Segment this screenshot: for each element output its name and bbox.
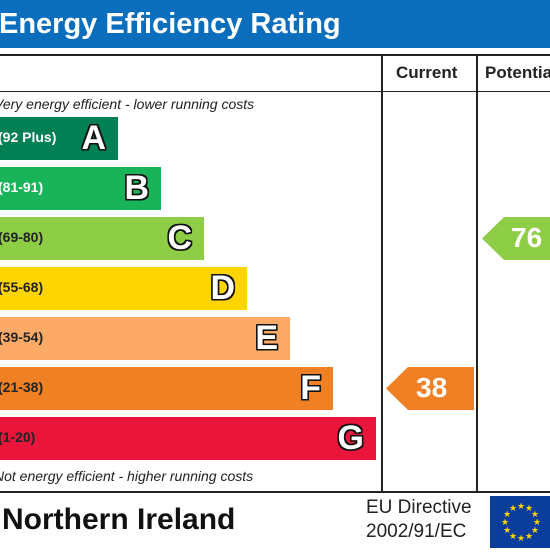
current-rating-arrow: 38 bbox=[386, 367, 474, 410]
band-range-label: (21-38) bbox=[0, 379, 44, 395]
eu-star-icon: ★ bbox=[531, 526, 539, 536]
header-row-divider bbox=[0, 91, 550, 92]
band-f: (21-38) F bbox=[0, 367, 333, 410]
directive-line-1: EU Directive bbox=[366, 497, 472, 518]
eu-star-icon: ★ bbox=[525, 532, 533, 542]
note-efficient: Very energy efficient - lower running co… bbox=[0, 96, 255, 112]
band-d: (55-68) D bbox=[0, 267, 247, 310]
note-inefficient: Not energy efficient - higher running co… bbox=[0, 468, 254, 484]
current-rating-value: 38 bbox=[416, 372, 448, 403]
rating-frame bbox=[0, 54, 550, 493]
band-letter: D bbox=[210, 269, 235, 307]
chart-title: Energy Efficiency Rating bbox=[0, 8, 341, 40]
band-c: (69-80) C bbox=[0, 217, 204, 260]
eu-star-icon: ★ bbox=[525, 504, 533, 514]
band-range-label: (92 Plus) bbox=[0, 129, 57, 145]
band-a: (92 Plus) A bbox=[0, 117, 118, 160]
current-arrow-shape bbox=[386, 367, 474, 410]
band-range-label: (39-54) bbox=[0, 329, 44, 345]
eu-star-icon: ★ bbox=[509, 532, 517, 542]
eu-star-icon: ★ bbox=[517, 534, 525, 544]
eu-star-icon: ★ bbox=[503, 526, 511, 536]
region-label: Northern Ireland bbox=[2, 503, 236, 536]
column-header-current: Current bbox=[396, 63, 458, 82]
eu-star-icon: ★ bbox=[501, 518, 509, 528]
column-divider-current bbox=[381, 54, 383, 493]
band-letter: E bbox=[255, 319, 278, 357]
band-range-label: (55-68) bbox=[0, 279, 44, 295]
band-g: (1-20) G bbox=[0, 417, 376, 460]
directive-line-2: 2002/91/EC bbox=[366, 521, 467, 542]
eu-star-icon: ★ bbox=[531, 510, 539, 520]
band-letter: C bbox=[167, 219, 192, 257]
band-letter: F bbox=[300, 369, 321, 407]
band-range-label: (81-91) bbox=[0, 179, 44, 195]
band-range-label: (1-20) bbox=[0, 429, 36, 445]
potential-arrow-shape bbox=[482, 217, 550, 260]
band-b: (81-91) B bbox=[0, 167, 161, 210]
band-letter: G bbox=[337, 419, 364, 457]
eu-star-icon: ★ bbox=[509, 504, 517, 514]
column-header-potential: Potential bbox=[485, 63, 550, 82]
eu-star-icon: ★ bbox=[503, 510, 511, 520]
potential-rating-arrow: 76 bbox=[482, 217, 550, 260]
band-range-label: (69-80) bbox=[0, 229, 44, 245]
potential-rating-value: 76 bbox=[511, 222, 543, 253]
band-letter: A bbox=[81, 119, 106, 157]
eu-star-icon: ★ bbox=[517, 502, 525, 512]
eu-flag-icon: ★ ★ ★ ★ ★ ★ ★ ★ ★ ★ ★ ★ bbox=[490, 496, 550, 548]
title-bar: Energy Efficiency Rating bbox=[0, 0, 550, 48]
column-divider-potential bbox=[476, 54, 478, 493]
band-letter: B bbox=[124, 169, 149, 207]
eu-star-icon: ★ bbox=[533, 518, 541, 528]
band-e: (39-54) E bbox=[0, 317, 290, 360]
